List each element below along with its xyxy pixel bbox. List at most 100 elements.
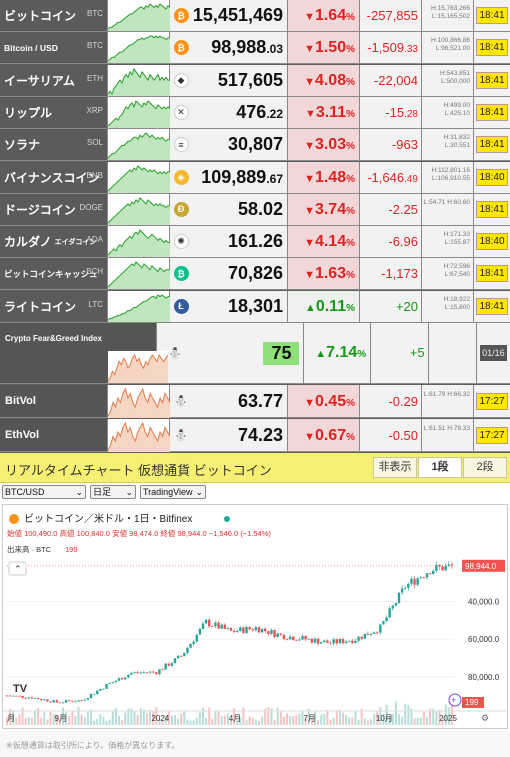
price-row[interactable]: カルダノ エイダコイン ADA ✺ 161.26 ▼4.14% -6.96 H:171.33 L… bbox=[0, 226, 510, 259]
candle-body bbox=[288, 636, 292, 640]
high-low-cell: H:499.00 L:425.10 bbox=[422, 96, 474, 128]
candle-body bbox=[214, 622, 217, 627]
volume-bar bbox=[370, 719, 372, 725]
x-tick-label: 2025 bbox=[439, 714, 457, 723]
sparkline-line bbox=[108, 261, 170, 288]
percent-sign: % bbox=[357, 349, 367, 360]
sparkline-area bbox=[108, 100, 170, 128]
chevron-down-icon: ⌄ bbox=[75, 487, 83, 497]
candle-body bbox=[264, 628, 267, 632]
high-value: H:171.33 bbox=[443, 231, 470, 239]
arrow-up-icon: ▲ bbox=[304, 301, 316, 314]
volume-bar bbox=[450, 705, 453, 725]
hide-button[interactable]: 非表示 bbox=[373, 457, 417, 478]
volume-bar bbox=[118, 715, 120, 725]
coin-name-cell: ドージコイン DOGE bbox=[0, 193, 108, 225]
price-row[interactable]: ライトコイン LTC Ł 18,301 ▲0.11% +20 H:18,922 L:15,80… bbox=[0, 290, 510, 323]
high-value: H:18,922 bbox=[443, 295, 470, 303]
period-select[interactable]: 日足 ⌄ bbox=[90, 485, 136, 499]
price-row[interactable]: ビットコインキャッシュ BCH ₿ 70,826 ▼1.63% -1,173 H:72,59… bbox=[0, 258, 510, 291]
candle-body bbox=[92, 693, 96, 695]
change-percent: ▼3.11% bbox=[288, 96, 360, 128]
one-row-button[interactable]: 1段 bbox=[418, 457, 462, 478]
sparkline-cell bbox=[108, 96, 170, 128]
candle-body bbox=[432, 570, 435, 575]
candle-body bbox=[450, 564, 454, 566]
volume-bar bbox=[335, 711, 338, 725]
candle-body bbox=[444, 565, 447, 571]
volatility-change-percent: ▼0.45% bbox=[288, 385, 360, 417]
candle-body bbox=[71, 701, 74, 702]
candle-body bbox=[413, 578, 416, 585]
change-amount: -6.96 bbox=[360, 226, 422, 258]
volume-bar bbox=[286, 713, 288, 725]
coin-symbol: ADA bbox=[86, 235, 103, 245]
candle-body bbox=[391, 605, 394, 609]
price-row[interactable]: ソラナ SOL ≡ 30,807 ▼3.03% -963 H:31,832 L:30,551 1… bbox=[0, 129, 510, 162]
provider-select[interactable]: TradingView ⌄ bbox=[140, 485, 206, 499]
price-row[interactable]: Bitcoin / USD BTC ₿ 98,988.03 ▼1.50% -1,509.3… bbox=[0, 32, 510, 65]
change-amount: -22,004 bbox=[360, 64, 422, 96]
volume-bar bbox=[121, 720, 124, 725]
volatility-row[interactable]: BitVol ⛄ 63.77 ▼0.45% -0.29 L:61.79 H:66.32 17… bbox=[0, 385, 510, 418]
sparkline-cell bbox=[108, 64, 170, 96]
volatility-row[interactable]: EthVol ⛄ 74.23 ▼0.67% -0.50 L:61.51 H:78.33 17… bbox=[0, 419, 510, 452]
high-low-cell: H:15,763,266 L:15,165,502 bbox=[422, 0, 474, 31]
arrow-down-icon: ▼ bbox=[304, 75, 315, 88]
ohlc-readout: 始値 100,490.0 高値 100,840.0 安値 98,474.0 終値… bbox=[7, 528, 271, 538]
volume-bar bbox=[174, 715, 176, 725]
tradingview-chart[interactable]: 80,000.0 60,000.0 40,000.0 月 9月 2024 4月 7月 10月 20… bbox=[2, 504, 508, 729]
price-main: 109,889 bbox=[201, 166, 267, 187]
price-chart-canvas[interactable]: 80,000.0 60,000.0 40,000.0 月 9月 2024 4月 7月 10月 20… bbox=[3, 505, 508, 729]
percent-sign: % bbox=[346, 76, 355, 88]
candle-body bbox=[285, 639, 289, 641]
sparkline-line bbox=[108, 293, 170, 321]
volume-bar bbox=[139, 708, 142, 725]
price-row[interactable]: ビットコイン BTC ₿ 15,451,469 ▼1.64% -257,855 H:15,7… bbox=[0, 0, 510, 32]
add-indicator-button[interactable] bbox=[448, 693, 462, 707]
pair-select[interactable]: BTC/USD ⌄ bbox=[2, 485, 86, 499]
settings-gear-icon[interactable]: ⚙ bbox=[481, 713, 489, 723]
price-row[interactable]: バイナンスコイン BNB ◈ 109,889.67 ▼1.48% -1,646.49 H:1… bbox=[0, 161, 510, 194]
candle-body bbox=[298, 639, 301, 641]
candle-body bbox=[99, 689, 102, 691]
xrp-icon: ✕ bbox=[173, 104, 189, 120]
coin-icon-cell: ✺ bbox=[170, 226, 192, 258]
change-percent: ▼1.63% bbox=[288, 258, 360, 290]
price-decimal: .22 bbox=[266, 106, 283, 121]
fear-greed-hl-cell bbox=[428, 323, 477, 383]
candle-body bbox=[117, 678, 121, 681]
volume-bar bbox=[320, 714, 323, 725]
collapse-button[interactable] bbox=[8, 561, 27, 576]
bnb-icon: ◈ bbox=[173, 169, 189, 185]
candle-body bbox=[64, 700, 68, 703]
low-value: L:500,000 bbox=[441, 77, 470, 85]
volume-bar bbox=[211, 718, 214, 725]
volume-bar bbox=[416, 717, 419, 725]
volume-value: 199 bbox=[65, 545, 78, 554]
candle-body bbox=[351, 640, 354, 643]
candle-body bbox=[282, 634, 286, 640]
volume-bar bbox=[345, 714, 348, 725]
price-value: 70,826 bbox=[192, 258, 288, 290]
change-main: -2.25 bbox=[388, 201, 418, 217]
price-row[interactable]: ドージコイン DOGE Ð 58.02 ▼3.74% -2.25 L:54.71 H:60.… bbox=[0, 193, 510, 226]
candle-body bbox=[267, 631, 270, 634]
candle-body bbox=[27, 697, 30, 699]
volume-bar bbox=[30, 717, 33, 725]
candle-body bbox=[127, 674, 130, 678]
volume-bar bbox=[314, 710, 316, 725]
volume-bar bbox=[164, 715, 167, 725]
sparkline-cell bbox=[108, 290, 170, 322]
volume-bar bbox=[62, 707, 64, 725]
high-low-cell: H:18,922 L:15,800 bbox=[422, 290, 474, 322]
two-row-button[interactable]: 2段 bbox=[463, 457, 507, 478]
volume-bar bbox=[124, 712, 127, 725]
coin-name-cell: イーサリアム ETH bbox=[0, 64, 108, 96]
coin-icon-cell: ₿ bbox=[170, 32, 192, 64]
candle-body bbox=[108, 683, 111, 685]
price-row[interactable]: イーサリアム ETH ◆ 517,605 ▼4.08% -22,004 H:543,851 L… bbox=[0, 64, 510, 97]
price-row[interactable]: リップル XRP ✕ 476.22 ▼3.11% -15.28 H:499.00 L:425.… bbox=[0, 96, 510, 129]
volume-bar bbox=[71, 710, 74, 725]
fear-greed-row[interactable]: Crypto Fear&Greed Index ⛄ 75 ▲7.14% +5 01/16 bbox=[0, 323, 510, 384]
